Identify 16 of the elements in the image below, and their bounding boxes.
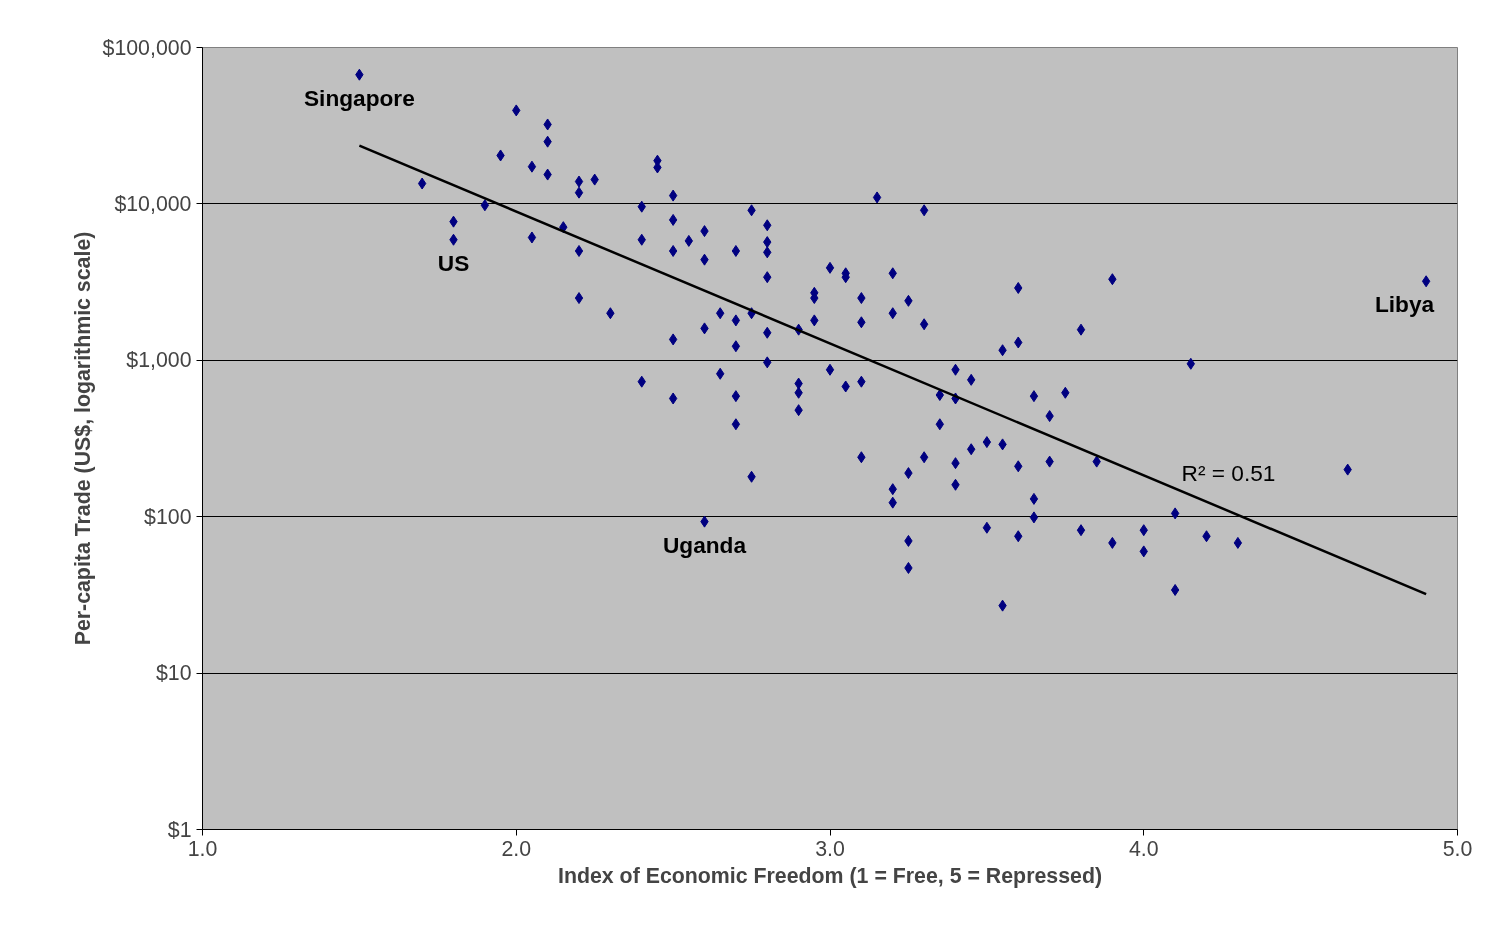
x-axis-title: Index of Economic Freedom (1 = Free, 5 = Repressed)	[557, 863, 1103, 888]
annotation: Singapore	[303, 84, 415, 111]
annotation: US	[437, 249, 470, 276]
annotation: Libya	[1374, 291, 1435, 318]
annotation: R² = 0.51	[1181, 460, 1276, 487]
x-tick-label: 2.0	[501, 836, 532, 861]
annotation: Uganda	[662, 531, 747, 558]
y-axis-title: Per-capita Trade (US$, logarithmic scale)	[70, 231, 95, 646]
y-tick-label: $100	[144, 504, 192, 529]
y-tick-label: $100,000	[102, 35, 192, 60]
x-tick-label: 5.0	[1442, 836, 1473, 861]
y-tick-label: $1,000	[126, 348, 192, 373]
y-tick-label: $10,000	[114, 191, 192, 216]
x-tick-label: 3.0	[815, 836, 845, 861]
y-tick-label: $10	[155, 661, 192, 686]
x-tick-label: 4.0	[1128, 836, 1159, 861]
